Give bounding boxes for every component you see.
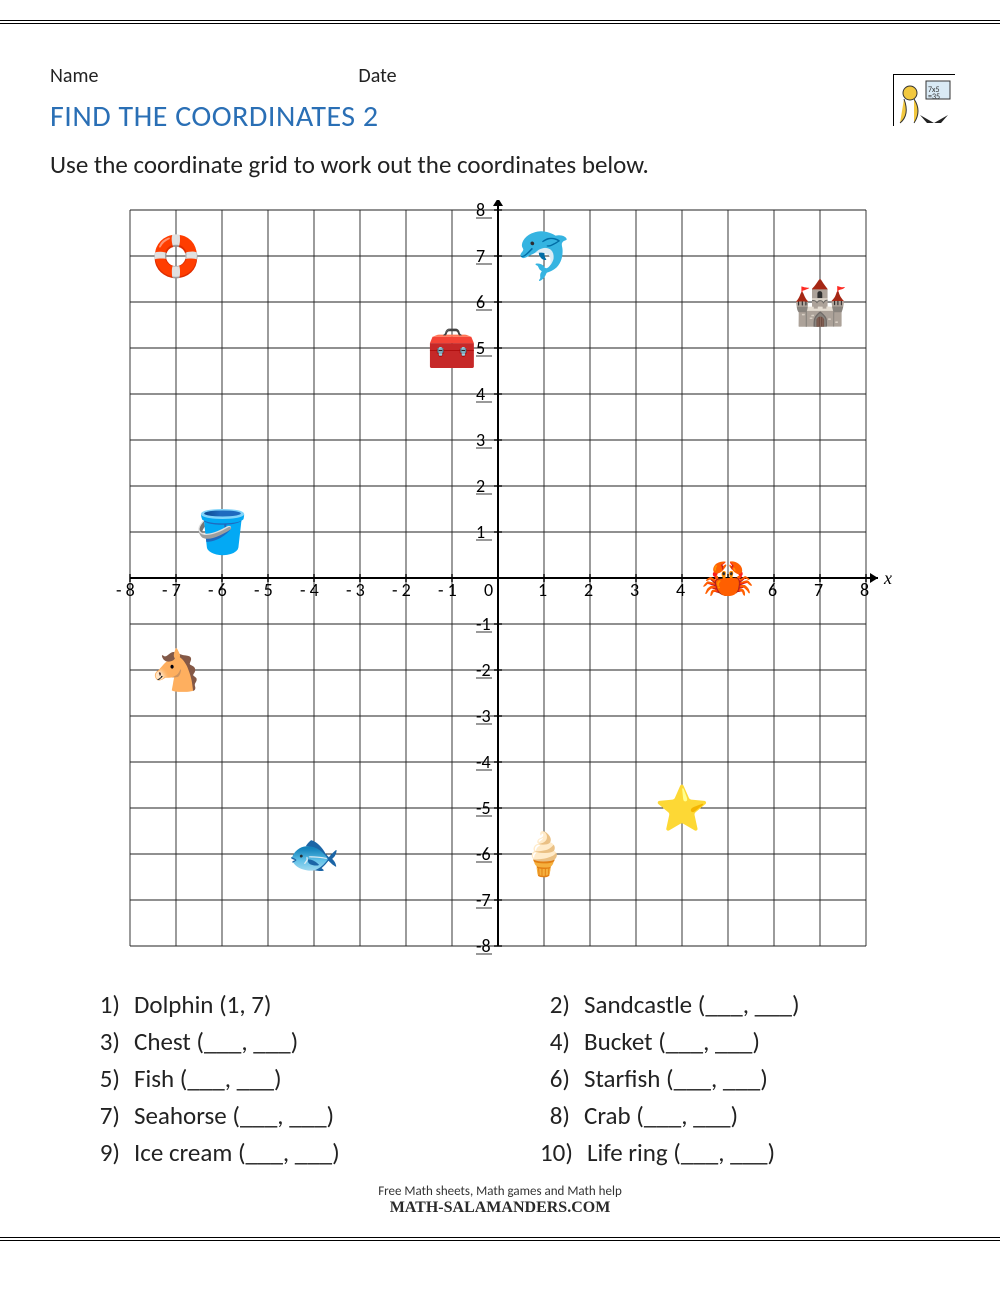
footer: Free Math sheets, Math games and Math he… — [50, 1184, 950, 1217]
question-number: 9) — [90, 1137, 120, 1168]
svg-text:6: 6 — [768, 579, 777, 601]
page-title: FIND THE COORDINATES 2 — [50, 98, 950, 135]
footer-tagline: Free Math sheets, Math games and Math he… — [50, 1184, 950, 1199]
sandcastle-icon: 🏰 — [793, 275, 848, 329]
question-number: 8) — [540, 1100, 570, 1131]
dolphin-icon: 🐬 — [515, 228, 572, 285]
svg-text:8: 8 — [860, 579, 869, 601]
question-number: 3) — [90, 1026, 120, 1057]
question-number: 10) — [540, 1137, 573, 1168]
question-number: 1) — [90, 989, 120, 1020]
svg-text:0: 0 — [484, 579, 493, 601]
svg-text:- 1: - 1 — [438, 579, 457, 601]
question-text: Life ring (___, ___) — [587, 1137, 775, 1168]
fish-icon: 🐟 — [288, 830, 340, 881]
question-7: 7) Seahorse (___, ___) — [90, 1100, 500, 1131]
question-3: 3) Chest (___, ___) — [90, 1026, 500, 1057]
question-number: 4) — [540, 1026, 570, 1057]
starfish-icon: ⭐ — [655, 781, 710, 835]
coordinate-grid: xy- 8- 7- 6- 5- 4- 3- 2- 1012345678-8-7-… — [100, 200, 900, 971]
question-text: Ice cream (___, ___) — [134, 1137, 340, 1168]
question-text: Dolphin (1, 7) — [134, 989, 272, 1020]
question-8: 8) Crab (___, ___) — [540, 1100, 950, 1131]
svg-text:x: x — [883, 568, 892, 588]
life-ring-icon: 🛟 — [151, 232, 201, 281]
svg-text:4: 4 — [676, 579, 685, 601]
question-text: Bucket (___, ___) — [584, 1026, 760, 1057]
svg-text:2: 2 — [584, 579, 593, 601]
svg-text:=35: =35 — [928, 92, 940, 102]
question-4: 4) Bucket (___, ___) — [540, 1026, 950, 1057]
question-text: Seahorse (___, ___) — [134, 1100, 334, 1131]
svg-text:- 3: - 3 — [346, 579, 365, 601]
svg-text:- 6: - 6 — [208, 579, 227, 601]
question-text: Chest (___, ___) — [134, 1026, 298, 1057]
question-9: 9) Ice cream (___, ___) — [90, 1137, 500, 1168]
question-number: 2) — [540, 989, 570, 1020]
question-text: Starfish (___, ___) — [584, 1063, 768, 1094]
svg-text:7: 7 — [814, 579, 823, 601]
date-label: Date — [358, 64, 396, 88]
question-1: 1) Dolphin (1, 7) — [90, 989, 500, 1020]
svg-text:- 7: - 7 — [162, 579, 181, 601]
ice-cream-icon: 🍦 — [518, 830, 570, 881]
brand-logo: 7x5 =35 — [893, 74, 955, 126]
question-text: Fish (___, ___) — [134, 1063, 282, 1094]
question-text: Crab (___, ___) — [584, 1100, 738, 1131]
svg-text:1: 1 — [538, 579, 547, 601]
svg-text:- 4: - 4 — [300, 579, 319, 601]
crab-icon: 🦀 — [702, 554, 754, 605]
name-label: Name — [50, 64, 98, 88]
chest-icon: 🧰 — [427, 324, 477, 373]
question-6: 6) Starfish (___, ___) — [540, 1063, 950, 1094]
svg-text:- 5: - 5 — [254, 579, 273, 601]
question-number: 5) — [90, 1063, 120, 1094]
question-5: 5) Fish (___, ___) — [90, 1063, 500, 1094]
svg-text:- 2: - 2 — [392, 579, 411, 601]
question-2: 2) Sandcastle (___, ___) — [540, 989, 950, 1020]
question-text: Sandcastle (___, ___) — [584, 989, 800, 1020]
footer-brand: MATH-SALAMANDERS.COM — [50, 1199, 950, 1217]
svg-text:3: 3 — [630, 579, 639, 601]
question-number: 6) — [540, 1063, 570, 1094]
bucket-icon: 🪣 — [196, 508, 248, 559]
question-10: 10) Life ring (___, ___) — [540, 1137, 950, 1168]
instruction-text: Use the coordinate grid to work out the … — [50, 149, 950, 180]
svg-text:- 8: - 8 — [116, 579, 135, 601]
seahorse-icon: 🐴 — [151, 646, 201, 695]
questions-list: 1) Dolphin (1, 7) 2) Sandcastle (___, ___) 3… — [90, 989, 950, 1168]
question-number: 7) — [90, 1100, 120, 1131]
